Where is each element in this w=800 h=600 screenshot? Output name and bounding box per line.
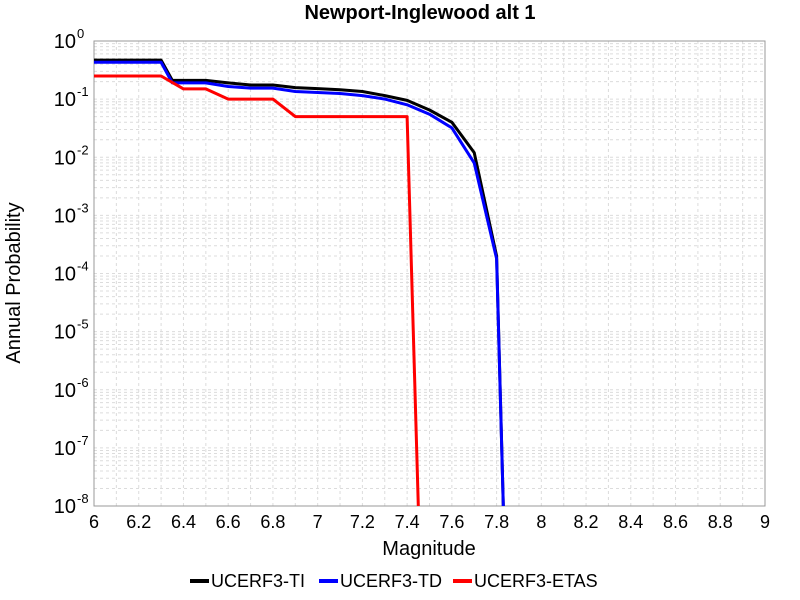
y-tick-label: 10 bbox=[54, 380, 76, 402]
y-tick-label: 10 bbox=[54, 31, 76, 53]
y-tick-exponent: -4 bbox=[77, 259, 89, 274]
x-tick-label: 7.6 bbox=[439, 512, 464, 532]
plot-area bbox=[93, 40, 766, 507]
legend-label: UCERF3-TI bbox=[211, 571, 305, 591]
y-tick-label: 10 bbox=[54, 89, 76, 111]
x-tick-label: 7.8 bbox=[484, 512, 509, 532]
y-tick-exponent: 0 bbox=[77, 26, 84, 41]
y-tick-label: 10 bbox=[54, 205, 76, 227]
x-tick-label: 8 bbox=[536, 512, 546, 532]
x-tick-label: 7 bbox=[313, 512, 323, 532]
y-tick-exponent: -2 bbox=[77, 142, 89, 157]
y-tick-exponent: -5 bbox=[77, 317, 89, 332]
y-tick-label: 10 bbox=[54, 147, 76, 169]
y-tick-exponent: -3 bbox=[77, 200, 89, 215]
x-tick-label: 6.4 bbox=[171, 512, 196, 532]
x-tick-label: 8.4 bbox=[618, 512, 643, 532]
chart-title: Newport-Inglewood alt 1 bbox=[304, 2, 535, 24]
y-tick-label: 10 bbox=[54, 264, 76, 286]
y-tick-exponent: -8 bbox=[77, 491, 89, 506]
series-layer bbox=[94, 58, 505, 507]
x-tick-label: 6.6 bbox=[216, 512, 241, 532]
x-tick-label: 6.8 bbox=[260, 512, 285, 532]
x-tick-label: 8.6 bbox=[663, 512, 688, 532]
y-tick-label: 10 bbox=[54, 438, 76, 460]
legend-label: UCERF3-ETAS bbox=[474, 571, 598, 591]
x-tick-label: 8.8 bbox=[708, 512, 733, 532]
legend-label: UCERF3-TD bbox=[340, 571, 442, 591]
series-line-ucerf3-td bbox=[94, 60, 505, 507]
x-tick-label: 8.2 bbox=[574, 512, 599, 532]
x-tick-label: 9 bbox=[760, 512, 770, 532]
x-axis-ticks: 6 6.2 6.4 6.6 6.8 7 7.2 7.4 7.6 7.8 8 8.2 8.4 8.6 8.8 9 bbox=[89, 512, 770, 532]
y-tick-label: 10 bbox=[54, 322, 76, 344]
y-tick-label: 10 bbox=[54, 496, 76, 518]
x-tick-label: 6 bbox=[89, 512, 99, 532]
series-line-ucerf3-etas bbox=[94, 74, 420, 507]
x-tick-label: 6.2 bbox=[126, 512, 151, 532]
x-tick-label: 7.4 bbox=[395, 512, 420, 532]
y-tick-exponent: -7 bbox=[77, 433, 89, 448]
x-tick-label: 7.2 bbox=[350, 512, 375, 532]
y-tick-exponent: -1 bbox=[77, 84, 89, 99]
grid bbox=[93, 41, 766, 507]
y-tick-exponent: -6 bbox=[77, 375, 89, 390]
legend: UCERF3-TI UCERF3-TD UCERF3-ETAS bbox=[190, 571, 598, 591]
series-line-ucerf3-ti bbox=[94, 58, 505, 507]
x-axis-label: Magnitude bbox=[382, 538, 475, 560]
y-axis-label: Annual Probability bbox=[3, 202, 25, 363]
